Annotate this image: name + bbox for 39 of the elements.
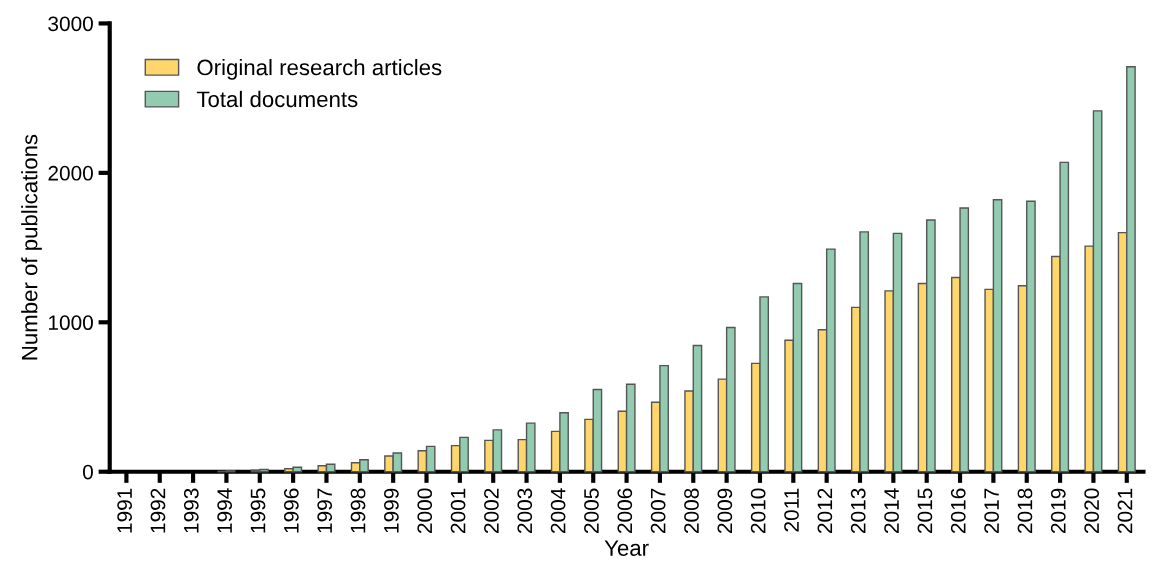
legend-label: Total documents [196,90,358,108]
x-tick-label: 2009 [717,488,733,533]
x-tick-label: 2002 [484,488,499,533]
x-tick-label: 2021 [1117,488,1133,533]
x-tick-label: 2018 [1017,488,1033,533]
x-tick-label: 1997 [317,488,333,533]
x-tick-label: 1999 [384,488,399,533]
x-tick-label: 2017 [984,488,999,533]
x-tick-label: 2019 [1050,488,1066,533]
x-tick-label: 1996 [283,488,299,533]
y-tick-label: 1000 [49,315,93,331]
x-tick-label: 1992 [150,488,166,533]
x-tick-label: 2014 [884,488,899,533]
x-tick-label: 2015 [917,488,933,533]
x-tick-label: 1991 [117,488,132,533]
x-tick-label: 2004 [550,488,566,533]
x-tick-label: 2012 [817,488,833,533]
legend-label: Original research articles [197,59,442,80]
x-tick-label: 2001 [450,488,466,533]
y-tick-label: 2000 [48,165,93,181]
x-tick-label: 2013 [850,488,866,533]
x-tick-label: 2020 [1084,488,1100,533]
x-tick-label: 2000 [417,488,433,533]
y-tick-label: 0 [82,464,93,480]
x-tick-label: 2005 [584,488,599,533]
x-tick-label: 2016 [950,488,966,533]
x-tick-label: 2008 [684,488,699,533]
x-tick-label: 1998 [350,488,366,533]
y-axis-title: Number of publications [21,134,42,360]
x-tick-label: 1995 [250,488,266,533]
y-tick-label: 3000 [48,16,93,32]
x-tick-label: 2007 [650,488,666,533]
x-tick-label: 2003 [517,488,533,533]
x-tick-label: 2010 [750,488,766,533]
x-tick-label: 2006 [617,488,633,533]
x-axis-title: Year [604,540,649,556]
x-tick-label: 1994 [217,488,233,533]
x-tick-label: 2011 [784,488,799,532]
x-tick-label: 1993 [183,488,199,533]
